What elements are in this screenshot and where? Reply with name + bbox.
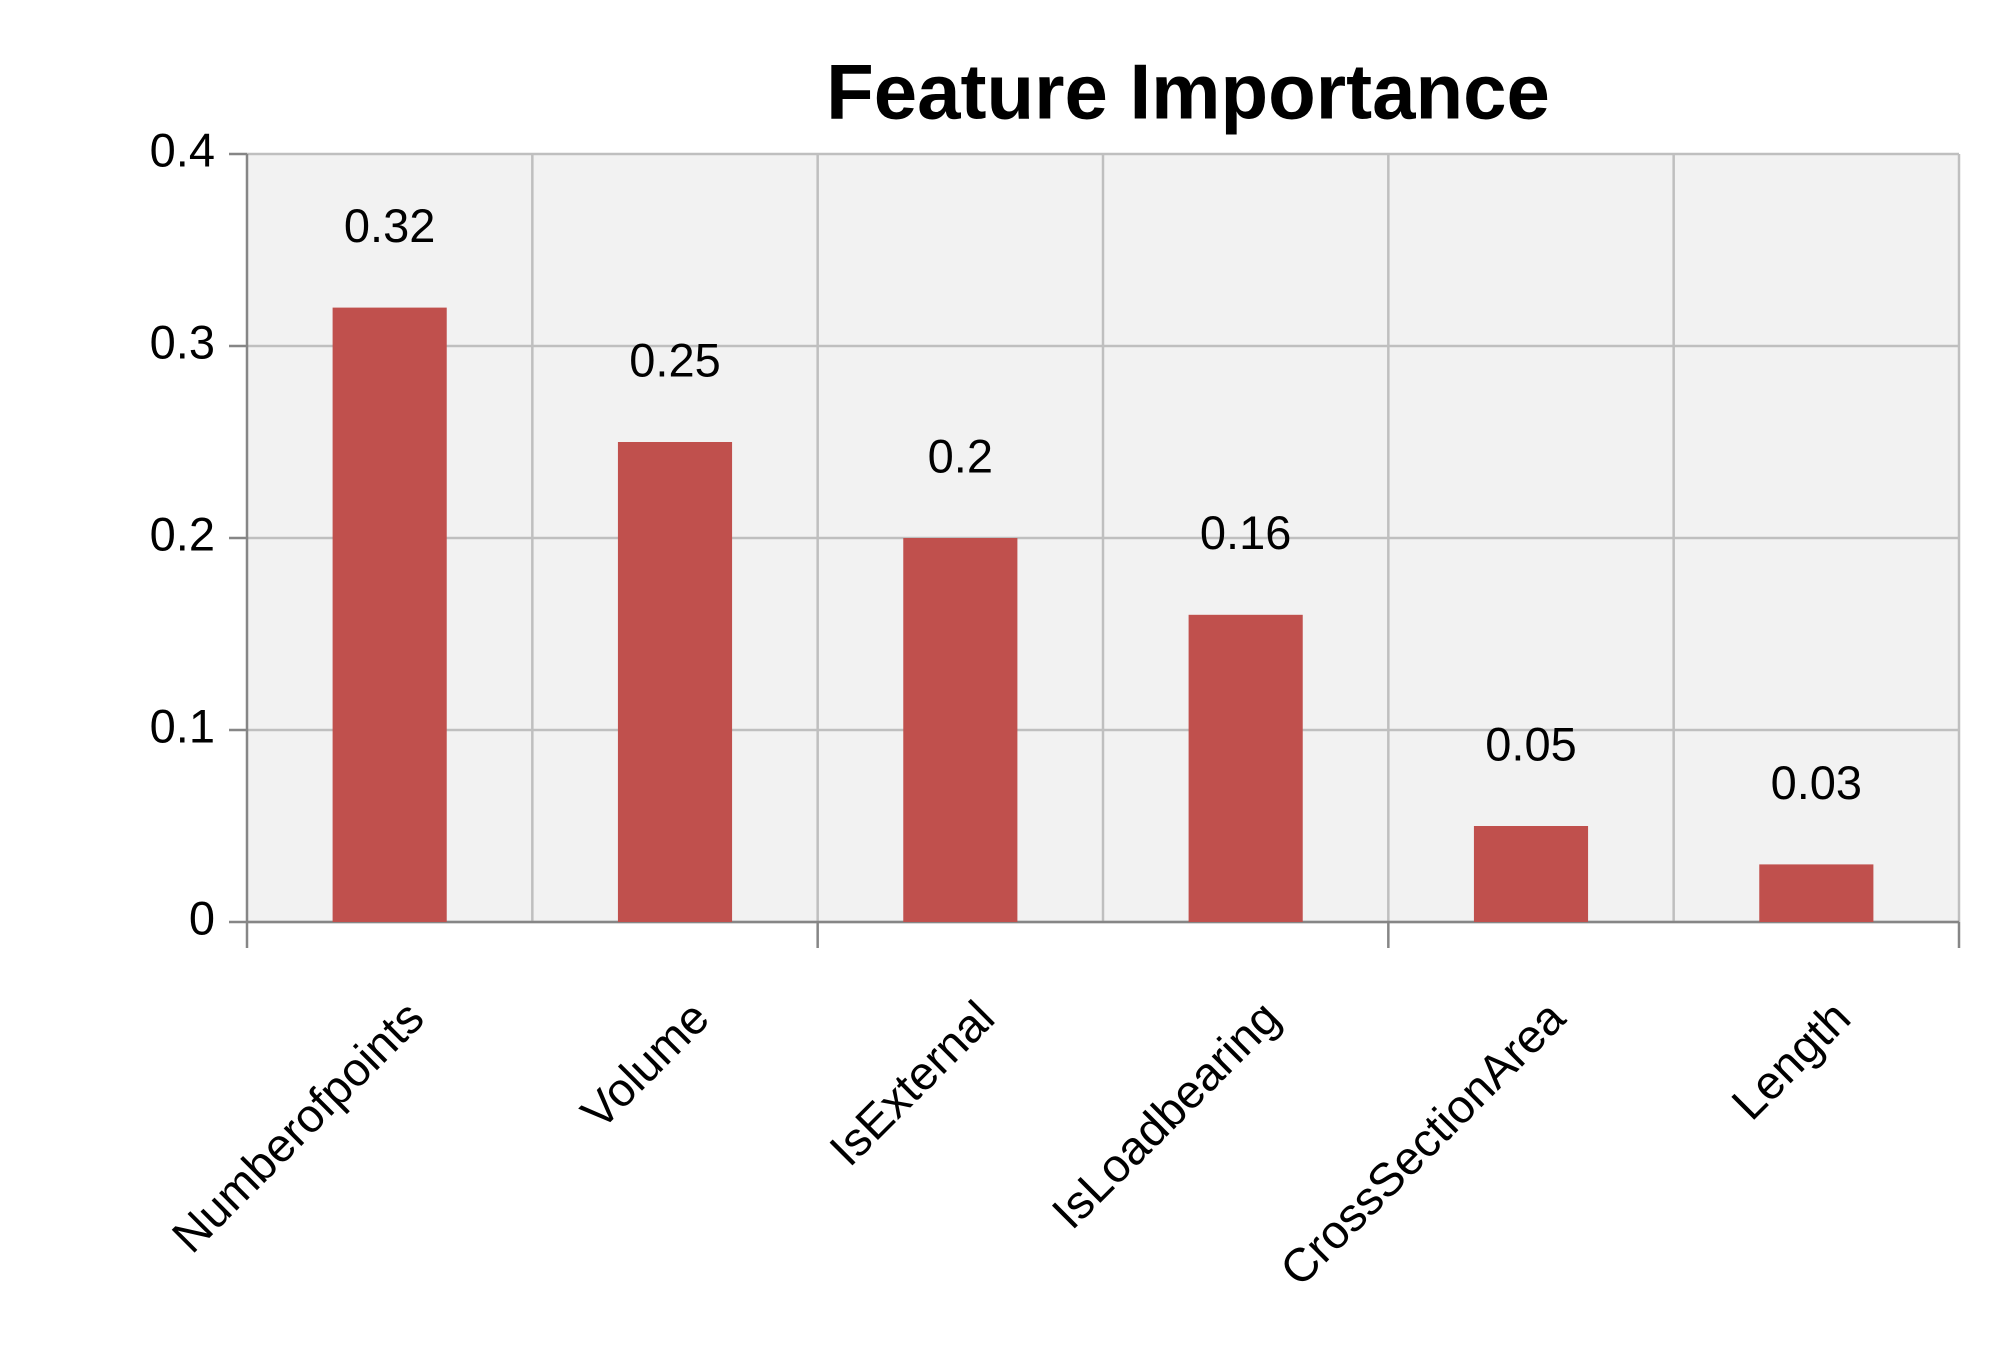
y-tick-label: 0 (189, 891, 215, 944)
bar (617, 442, 733, 922)
x-tick-label: IsLoadbearing (1041, 990, 1289, 1238)
bar (903, 538, 1018, 922)
bar (1473, 826, 1589, 922)
value-label: 0.25 (629, 333, 720, 386)
chart-title: Feature Importance (826, 48, 1550, 136)
x-tick-label: Volume (571, 990, 719, 1138)
x-tick-label: Numberofpoints (161, 990, 433, 1262)
value-label: 0.32 (344, 199, 435, 252)
x-tick-label: IsExternal (819, 990, 1004, 1175)
y-tick-label: 0.2 (150, 507, 215, 560)
bar (1188, 614, 1303, 922)
y-tick-label: 0.3 (150, 315, 215, 368)
value-label: 0.03 (1771, 756, 1862, 809)
y-tick-label: 0.1 (150, 699, 215, 752)
value-label: 0.16 (1200, 506, 1291, 559)
bar (332, 307, 447, 923)
value-label: 0.05 (1485, 717, 1576, 770)
bar (1759, 864, 1874, 922)
y-tick-label: 0.4 (150, 123, 215, 176)
x-tick-label: CrossSectionArea (1270, 990, 1576, 1296)
x-tick-label: Length (1721, 990, 1860, 1129)
value-label: 0.2 (928, 429, 993, 482)
